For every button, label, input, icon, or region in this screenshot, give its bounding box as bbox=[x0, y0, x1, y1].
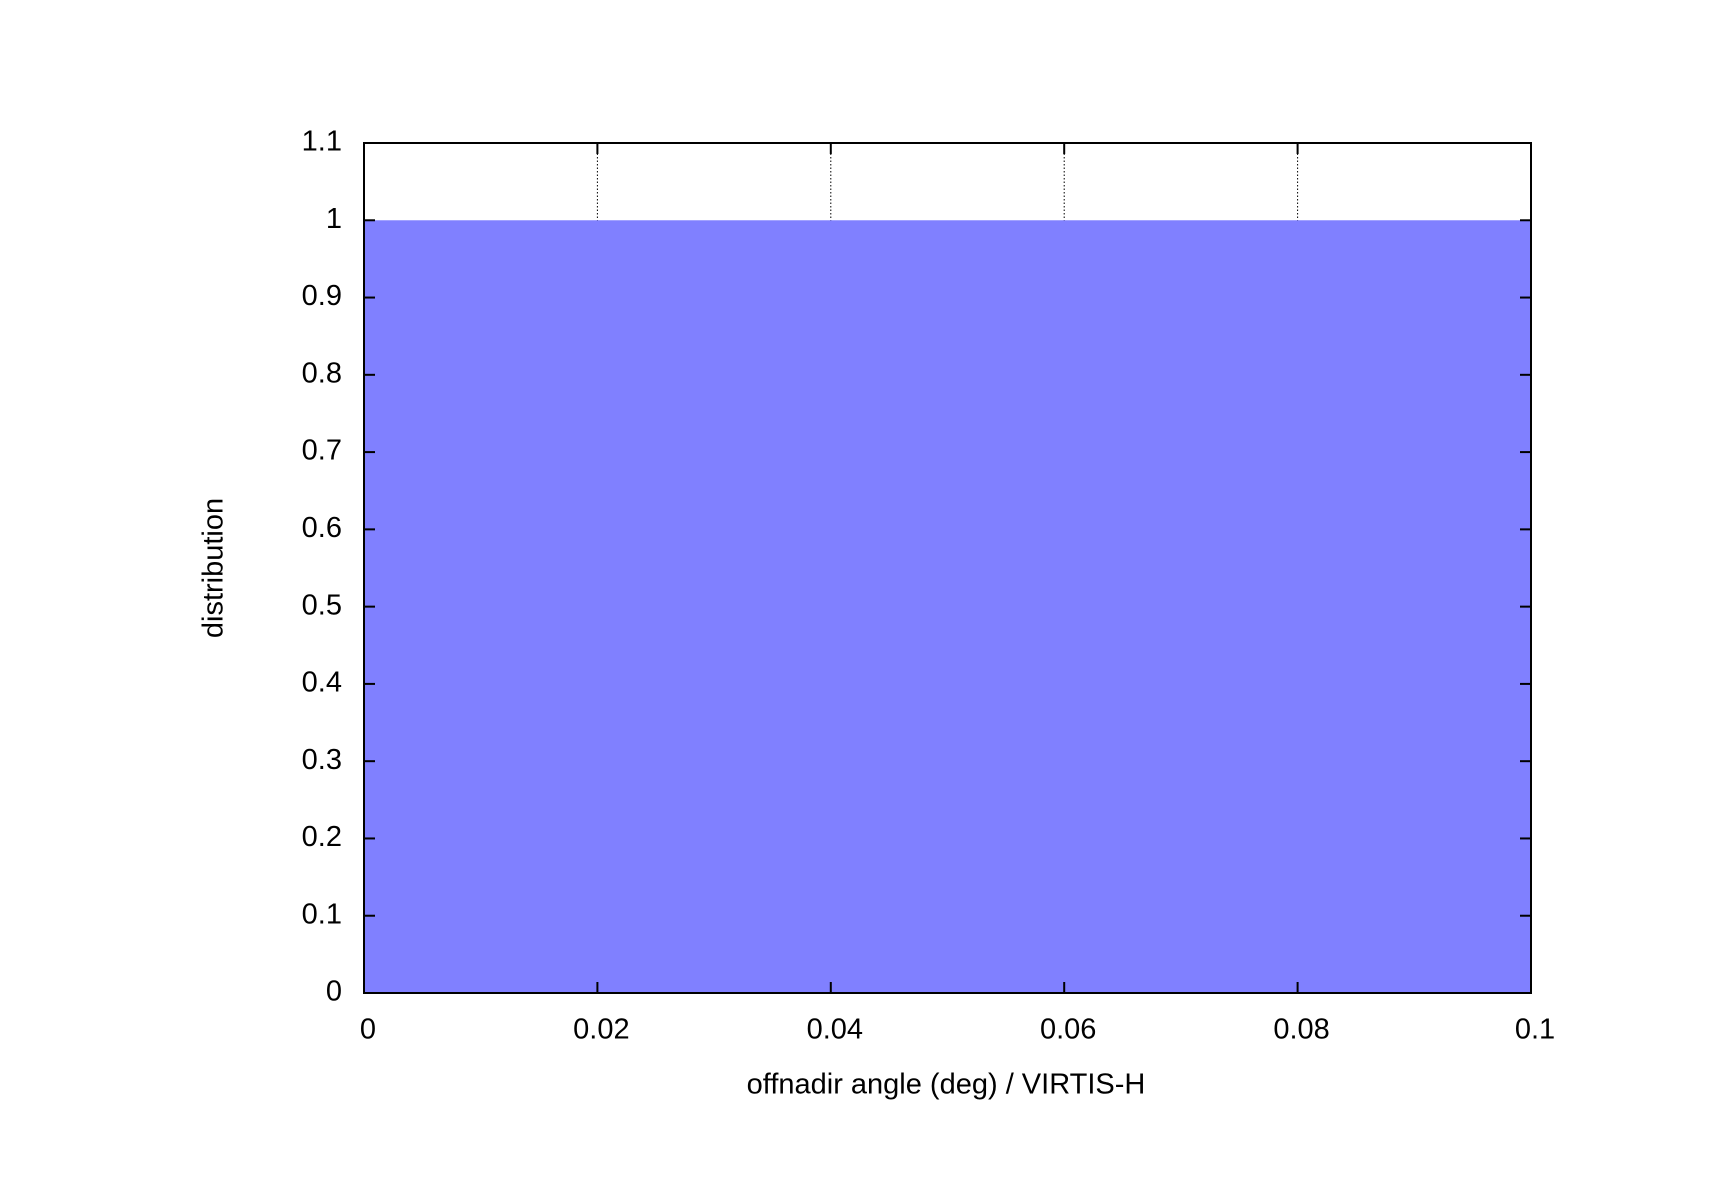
y-tick-label: 0.8 bbox=[302, 357, 342, 389]
y-tick-label: 0.5 bbox=[302, 589, 342, 621]
plot-border bbox=[363, 142, 1532, 994]
y-tick-label: 0.6 bbox=[302, 512, 342, 544]
bar bbox=[364, 220, 1531, 994]
y-tick-label: 0 bbox=[326, 976, 342, 1008]
x-tick-label: 0.08 bbox=[1273, 1014, 1329, 1046]
y-tick-label: 0.4 bbox=[302, 667, 342, 699]
x-tick-label: 0.1 bbox=[1515, 1014, 1555, 1046]
y-tick-label: 0.1 bbox=[302, 898, 342, 930]
y-tick-label: 0.2 bbox=[302, 821, 342, 853]
y-tick-label: 1 bbox=[326, 203, 342, 235]
x-tick-label: 0.02 bbox=[573, 1014, 629, 1046]
x-tick-label: 0.06 bbox=[1040, 1014, 1096, 1046]
y-tick-label: 0.7 bbox=[302, 435, 342, 467]
x-axis-label: offnadir angle (deg) / VIRTIS-H bbox=[747, 1069, 1146, 1101]
x-tick-label: 0.04 bbox=[807, 1014, 863, 1046]
y-tick-label: 0.9 bbox=[302, 280, 342, 312]
x-tick-label: 0 bbox=[360, 1014, 376, 1046]
y-axis-label: distribution bbox=[198, 498, 230, 638]
y-tick-label: 1.1 bbox=[302, 126, 342, 158]
y-tick-label: 0.3 bbox=[302, 744, 342, 776]
